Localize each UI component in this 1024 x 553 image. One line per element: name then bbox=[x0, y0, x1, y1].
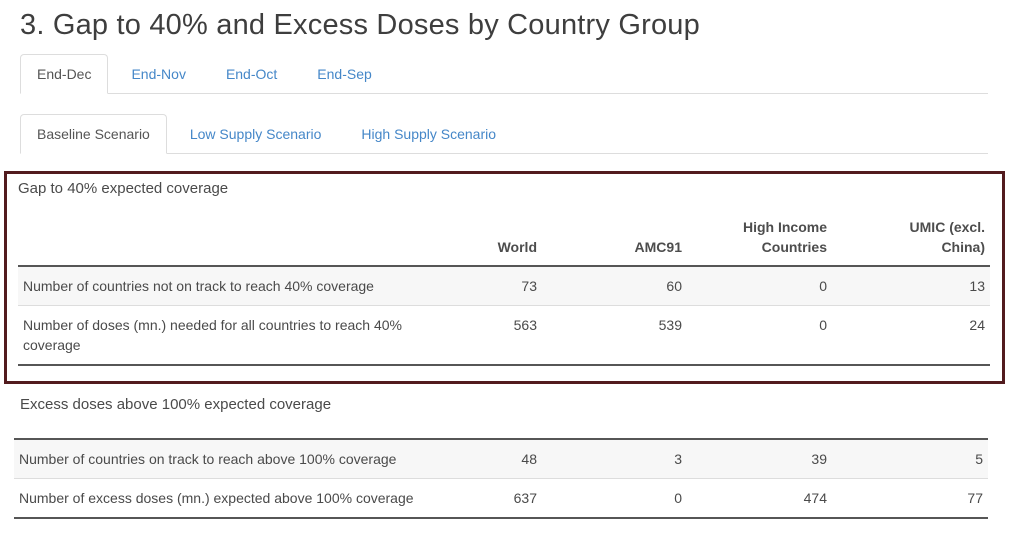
cell-value: 77 bbox=[832, 478, 988, 518]
excess-table: Number of countries on track to reach ab… bbox=[14, 438, 988, 519]
cell-value: 73 bbox=[521, 278, 537, 294]
table-row: Number of excess doses (mn.) expected ab… bbox=[14, 478, 988, 518]
cell-value: 637 bbox=[460, 478, 542, 518]
cell-value: 0 bbox=[687, 305, 832, 365]
tab-high-supply-scenario-link[interactable]: High Supply Scenario bbox=[361, 126, 497, 142]
row-label: Number of doses (mn.) needed for all cou… bbox=[18, 305, 460, 365]
cell-value: 48 bbox=[521, 451, 537, 467]
tab-end-oct-link[interactable]: End-Oct bbox=[225, 66, 278, 82]
tab-high-supply-scenario: High Supply Scenario bbox=[344, 114, 513, 154]
highlight-box: Gap to 40% expected coverage World AMC91… bbox=[4, 171, 1005, 384]
tab-low-supply-scenario-link[interactable]: Low Supply Scenario bbox=[189, 126, 322, 142]
cell-value: 474 bbox=[687, 478, 832, 518]
cell-value: 39 bbox=[811, 451, 827, 467]
cell-value: 539 bbox=[542, 305, 687, 365]
tab-end-nov-link[interactable]: End-Nov bbox=[131, 66, 186, 82]
cell-value: 13 bbox=[969, 278, 985, 294]
gap-table-header-row: World AMC91 High Income Countries UMIC (… bbox=[18, 209, 990, 267]
cell-value: 3 bbox=[674, 451, 682, 467]
scenario-tab-bar: Baseline Scenario Low Supply Scenario Hi… bbox=[20, 114, 988, 154]
tab-end-oct: End-Oct bbox=[209, 54, 294, 94]
cell-value: 60 bbox=[666, 278, 682, 294]
row-label: Number of countries not on track to reac… bbox=[23, 278, 374, 294]
tab-end-dec-link[interactable]: End-Dec bbox=[20, 54, 109, 94]
gap-section-title: Gap to 40% expected coverage bbox=[18, 180, 229, 197]
excess-section-title: Excess doses above 100% expected coverag… bbox=[20, 396, 332, 413]
period-tab-bar: End-Dec End-Nov End-Oct End-Sep bbox=[20, 54, 988, 94]
cell-value: 0 bbox=[819, 278, 827, 294]
tab-low-supply-scenario: Low Supply Scenario bbox=[173, 114, 339, 154]
column-header-umic: UMIC (excl. China) bbox=[832, 209, 990, 267]
tab-end-sep: End-Sep bbox=[300, 54, 388, 94]
table-row: Number of countries on track to reach ab… bbox=[14, 439, 988, 479]
page-title: 3. Gap to 40% and Excess Doses by Countr… bbox=[20, 9, 700, 41]
table-row: Number of countries not on track to reac… bbox=[18, 266, 990, 306]
tab-end-dec: End-Dec bbox=[20, 54, 109, 94]
cell-value: 563 bbox=[460, 305, 542, 365]
tab-end-sep-link[interactable]: End-Sep bbox=[317, 66, 372, 82]
tab-baseline-scenario-link[interactable]: Baseline Scenario bbox=[20, 114, 167, 154]
tab-end-nov: End-Nov bbox=[114, 54, 202, 94]
row-label: Number of countries on track to reach ab… bbox=[19, 451, 397, 467]
column-header-world: World bbox=[460, 209, 542, 267]
main-content: 3. Gap to 40% and Excess Doses by Countr… bbox=[4, 9, 1005, 519]
cell-value: 0 bbox=[542, 478, 687, 518]
cell-value: 24 bbox=[832, 305, 990, 365]
column-header-amc91: AMC91 bbox=[542, 209, 687, 267]
cell-value: 5 bbox=[975, 451, 983, 467]
column-header-high-income: High Income Countries bbox=[687, 209, 832, 267]
column-header-empty bbox=[18, 209, 460, 267]
tab-baseline-scenario: Baseline Scenario bbox=[20, 114, 167, 154]
table-row: Number of doses (mn.) needed for all cou… bbox=[18, 305, 990, 365]
row-label: Number of excess doses (mn.) expected ab… bbox=[14, 478, 460, 518]
gap-table: World AMC91 High Income Countries UMIC (… bbox=[18, 209, 990, 366]
